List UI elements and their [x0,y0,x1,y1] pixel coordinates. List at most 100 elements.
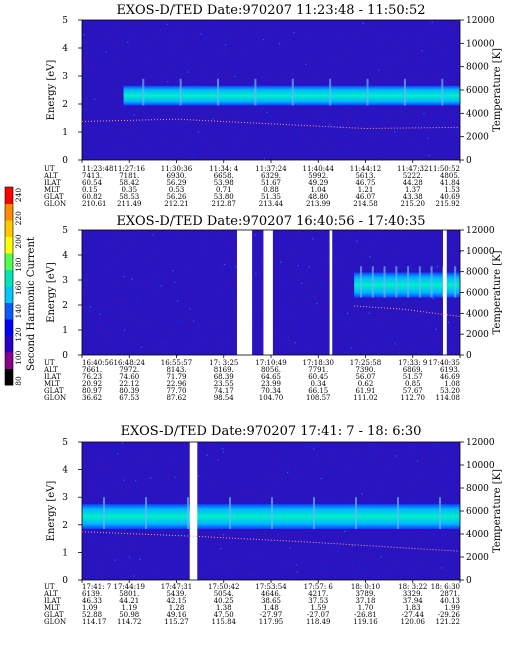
speckle [377,69,380,71]
speckle [200,574,202,576]
table-row-label: UT [44,583,55,591]
table-cell: 52.88 [82,611,102,619]
speckle [206,247,208,249]
table-cell: 77.70 [166,387,186,395]
panel-1: EXOS-D/TED Date:970207 11:23:48 - 11:50:… [43,3,503,208]
speckle [88,309,90,312]
speckle [434,443,436,446]
speckle [423,551,425,553]
speckle [456,145,458,147]
table-cell: 17:10:49 [255,359,286,367]
speckle [458,115,460,117]
band-spike [383,266,386,298]
speckle [137,300,139,303]
speckle [287,466,289,469]
speckle [133,233,136,236]
speckle [313,117,316,120]
speckle [329,124,331,126]
table-cell: 212.87 [212,200,237,208]
speckle [458,300,460,303]
speckle [229,33,231,35]
speckle [174,281,176,283]
table-cell: 6329. [261,172,281,180]
speckle [376,548,379,550]
speckle [234,75,236,78]
table-cell: 20.92 [82,380,102,388]
speckle [323,107,325,109]
y2-tick-label: 2000 [466,330,489,340]
table-cell: 18: 6:30 [431,583,460,591]
table-cell: 7972. [119,366,139,374]
speckle [368,449,370,451]
speckle [334,456,336,458]
table-row-label: MLT [44,604,60,612]
speckle [100,578,102,580]
table-cell: 117.95 [259,618,284,626]
speckle [127,41,129,43]
table-cell: 118.49 [306,618,331,626]
speckle [230,243,233,245]
table-cell: 17: 3:25 [209,359,238,367]
speckle [132,131,134,133]
table-cell: 44.21 [119,597,139,605]
speckle [345,325,347,327]
speckle [134,541,136,543]
speckle [437,42,439,44]
table-cell: 74.17 [214,387,234,395]
speckle [280,261,282,263]
speckle [402,309,404,311]
speckle [442,534,444,537]
table-cell: 0.71 [216,186,232,194]
speckle [427,335,429,337]
band-spike [360,266,363,298]
speckle [165,342,167,344]
speckle [363,23,365,25]
speckle [456,131,458,133]
speckle [213,564,215,566]
table-cell: 56.29 [166,179,186,187]
speckle [329,62,331,64]
y2-tick-label: 2000 [466,133,489,143]
speckle [148,55,150,57]
speckle [307,443,309,446]
speckle [120,480,122,482]
y2-tick-label: 6000 [466,507,489,517]
table-cell: 1.48 [263,604,279,612]
speckle [100,305,103,307]
y2-tick-label: 8000 [466,268,489,278]
speckle [292,301,294,303]
speckle [266,111,268,114]
speckle [401,51,404,53]
table-cell: 22.12 [119,380,139,388]
speckle [365,341,367,343]
table-cell: 80.39 [119,387,139,395]
speckle [266,491,269,493]
speckle [287,250,289,252]
speckle [204,140,206,142]
band-spike [371,266,374,298]
speckle [311,288,313,291]
speckle [180,232,182,234]
table-cell: 11:44:12 [350,165,381,173]
speckle [323,110,326,113]
speckle [110,340,112,342]
speckle [363,573,365,575]
speckle [258,274,261,276]
table-cell: 17:18:30 [303,359,334,367]
y-tick-label: 4 [62,251,68,261]
speckle [389,327,391,329]
speckle [146,478,148,480]
speckle [84,60,86,62]
speckle [337,270,339,273]
speckle [142,322,144,324]
speckle [293,31,295,34]
colorbar-tick-label: 80 [14,376,23,386]
speckle [99,565,101,568]
speckle [258,315,260,317]
speckle [305,140,307,142]
speckle [177,320,179,322]
colorbar-swatch [5,236,13,254]
speckle [187,71,189,73]
band-spike [366,78,369,106]
colorbar-swatch [5,335,13,353]
